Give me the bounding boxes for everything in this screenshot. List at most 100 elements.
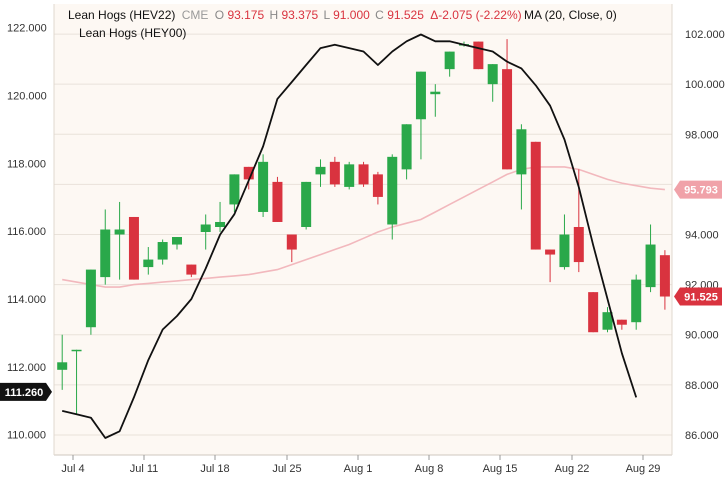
- legend-low-value: 91.000: [333, 8, 370, 22]
- legend-indicator: MA (20, Close, 0): [524, 8, 617, 22]
- candle-body: [430, 91, 441, 95]
- compare-line: [61, 33, 638, 439]
- candle-body: [631, 279, 642, 323]
- candle: [258, 154, 269, 217]
- legend-exchange: CME: [182, 8, 209, 22]
- candle-body: [272, 181, 283, 222]
- candle: [114, 201, 125, 280]
- candle-body: [315, 166, 326, 175]
- candle: [358, 161, 369, 187]
- ma-value-badge-label: 95.793: [684, 185, 718, 197]
- candle: [372, 171, 383, 205]
- left-tick-label: 110.000: [7, 430, 46, 442]
- candle-body: [659, 255, 670, 297]
- candle-body: [301, 181, 312, 227]
- left-tick-label: 114.000: [7, 294, 46, 306]
- right-tick-label: 100.000: [685, 79, 725, 91]
- candle-body: [573, 226, 584, 263]
- candle: [143, 247, 154, 275]
- candles: [57, 39, 670, 415]
- plot-area: [54, 4, 672, 455]
- legend-change: Δ-2.075 (-2.22%): [430, 8, 521, 22]
- candle-body: [616, 319, 627, 325]
- ma-value-badge-shape: [674, 180, 722, 199]
- candle: [645, 224, 656, 293]
- x-tick-label: Jul 18: [200, 463, 229, 475]
- candle-body: [186, 264, 197, 275]
- candle: [588, 292, 599, 333]
- candle: [387, 154, 398, 240]
- legend-close-value: 91.525: [387, 8, 424, 22]
- left-tick-label: 112.000: [7, 362, 46, 374]
- moving-average: [62, 166, 665, 288]
- value-badges: 95.793 91.525 111.260: [0, 180, 722, 401]
- candle-body: [502, 69, 513, 170]
- right-tick-label: 102.000: [685, 29, 725, 41]
- candle: [401, 124, 412, 180]
- candle: [215, 201, 226, 233]
- candle-body: [588, 292, 599, 333]
- candle: [616, 319, 627, 330]
- x-tick-label: Aug 1: [344, 463, 373, 475]
- x-tick-label: Aug 15: [483, 463, 518, 475]
- candle: [100, 209, 111, 285]
- x-tick-label: Aug 29: [626, 463, 661, 475]
- candle-body: [358, 164, 369, 185]
- compare-series: [61, 33, 638, 439]
- candle-body: [401, 124, 412, 170]
- candle-body: [258, 161, 269, 212]
- candle-body: [516, 129, 527, 175]
- close-value-badge-shape: [674, 287, 722, 306]
- close-value-badge-label: 91.525: [684, 292, 718, 304]
- candle: [71, 349, 82, 415]
- right-tick-label: 90.000: [685, 330, 719, 342]
- x-tick-label: Aug 8: [415, 463, 444, 475]
- candle-body: [71, 349, 82, 352]
- compare-value-badge-label: 111.260: [5, 387, 44, 399]
- candle: [329, 156, 340, 187]
- candle-body: [602, 312, 613, 330]
- candle-body: [128, 216, 139, 280]
- candle: [344, 161, 355, 190]
- left-tick-label: 116.000: [7, 226, 46, 238]
- candle: [659, 250, 670, 310]
- right-tick-label: 94.000: [685, 230, 719, 242]
- legend-close-label: C: [375, 8, 384, 22]
- candle-body: [143, 259, 154, 268]
- candle: [272, 176, 283, 222]
- candle-body: [100, 229, 111, 278]
- candle-body: [243, 166, 254, 180]
- candle: [444, 51, 455, 77]
- candle-body: [444, 51, 455, 70]
- candle-body: [85, 269, 96, 328]
- candle-body: [200, 224, 211, 233]
- candle: [186, 264, 197, 278]
- legend-high-value: 93.375: [282, 8, 319, 22]
- candle-body: [215, 221, 226, 227]
- candle: [57, 334, 68, 390]
- compare-value-badge-shape: [0, 382, 52, 401]
- x-tick-label: Jul 11: [130, 463, 159, 475]
- legend-open-label: O: [215, 8, 224, 22]
- x-tick-label: Jul 4: [61, 463, 84, 475]
- svg-text:Lean Hogs (HEV22) CME: Lean Hogs (HEV22) CME O 93.175 H 93.375 …: [68, 8, 522, 22]
- candle-body: [487, 64, 498, 85]
- candle-body: [473, 41, 484, 70]
- candle-body: [157, 242, 168, 260]
- x-axis: Jul 4 Jul 11 Jul 18 Jul 25 Aug 1 Aug 8 Aug 15 A…: [61, 455, 660, 475]
- candle: [229, 174, 240, 212]
- legend-symbol: Lean Hogs (HEV22): [68, 8, 175, 22]
- legend-open-value: 93.175: [227, 8, 264, 22]
- candle-body: [229, 174, 240, 205]
- left-tick-label: 118.000: [7, 158, 46, 170]
- candle-body: [387, 156, 398, 225]
- candle: [172, 237, 182, 250]
- candle: [301, 181, 312, 230]
- candle-body: [645, 244, 656, 288]
- candle-body: [530, 141, 541, 250]
- candle-body: [344, 164, 355, 187]
- candle-body: [545, 249, 556, 255]
- candle: [85, 269, 96, 335]
- candle: [200, 214, 211, 250]
